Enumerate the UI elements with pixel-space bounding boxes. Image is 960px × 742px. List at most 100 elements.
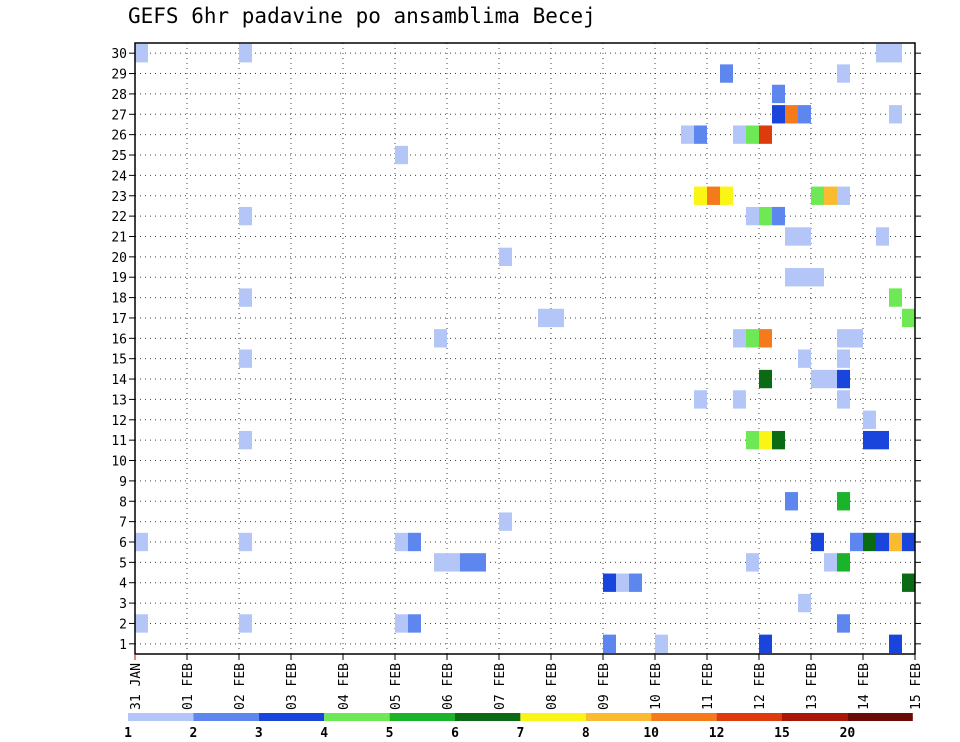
data-cell (837, 349, 850, 368)
x-tick-label: 01 FEB (181, 663, 196, 710)
data-cell (837, 553, 850, 572)
legend-label: 7 (516, 726, 524, 741)
data-cell (473, 553, 486, 572)
data-cell (239, 614, 252, 633)
legend-label: 2 (189, 726, 197, 741)
data-cell (824, 369, 837, 389)
y-tick-label: 12 (111, 414, 127, 429)
legend-swatch (847, 713, 913, 721)
data-cell (798, 105, 811, 124)
data-cell (239, 44, 252, 63)
y-tick-label: 24 (111, 169, 127, 184)
data-cell (395, 532, 408, 552)
data-cell (889, 634, 902, 653)
y-tick-label: 18 (111, 292, 127, 307)
data-cell (876, 44, 889, 63)
data-cell (707, 186, 720, 205)
data-cell (837, 369, 850, 389)
data-cell (135, 44, 148, 63)
data-cell (499, 512, 512, 531)
x-tick-label: 15 FEB (909, 663, 924, 710)
data-cell (850, 329, 863, 348)
data-cell (759, 634, 772, 653)
y-tick-label: 9 (119, 475, 127, 490)
legend-swatch (782, 713, 848, 721)
data-cell (694, 125, 707, 144)
data-cell (408, 614, 421, 633)
data-cell (746, 329, 759, 348)
data-cell (863, 410, 876, 429)
chart-title: GEFS 6hr padavine po ansamblima Becej (128, 4, 596, 28)
y-tick-label: 5 (119, 556, 127, 571)
legend-label: 8 (582, 726, 590, 741)
data-cell (811, 186, 824, 205)
y-tick-label: 26 (111, 129, 127, 144)
data-cell (239, 349, 252, 368)
data-cell (434, 553, 447, 572)
data-cell (694, 186, 707, 205)
x-tick-label: 12 FEB (753, 663, 768, 710)
data-cell (239, 206, 252, 226)
legend-label: 15 (774, 726, 790, 741)
x-tick-label: 06 FEB (441, 663, 456, 710)
data-cell (746, 125, 759, 144)
data-cell (603, 573, 616, 592)
legend-label: 5 (386, 726, 394, 741)
y-tick-label: 16 (111, 332, 127, 347)
y-tick-label: 4 (119, 577, 127, 592)
x-tick-label: 09 FEB (597, 663, 612, 710)
data-cell (720, 186, 733, 205)
data-cell (902, 573, 915, 592)
data-cell (759, 369, 772, 389)
data-cell (538, 308, 551, 328)
data-cell (837, 614, 850, 633)
data-cell (681, 125, 694, 144)
legend-label: 20 (840, 726, 856, 741)
data-cell (239, 430, 252, 450)
x-tick-label: 02 FEB (233, 663, 248, 710)
data-cell (616, 573, 629, 592)
legend-swatch (716, 713, 782, 721)
data-cell (395, 145, 408, 165)
data-cell (434, 329, 447, 348)
x-tick-label: 13 FEB (805, 663, 820, 710)
legend-swatch (520, 713, 586, 721)
data-cell (759, 430, 772, 450)
data-cell (824, 553, 837, 572)
data-cell (772, 105, 785, 124)
y-tick-label: 10 (111, 455, 127, 470)
y-tick-label: 22 (111, 210, 127, 225)
data-cell (499, 247, 512, 267)
data-cell (889, 105, 902, 124)
data-cell (785, 268, 798, 287)
y-tick-label: 28 (111, 88, 127, 103)
data-cell (447, 553, 460, 572)
data-cell (824, 186, 837, 205)
data-cell (733, 329, 746, 348)
data-cell (772, 84, 785, 104)
y-tick-label: 17 (111, 312, 127, 327)
data-cell (655, 634, 668, 653)
data-cell (759, 125, 772, 144)
data-cell (733, 125, 746, 144)
data-cell (460, 553, 473, 572)
legend-label: 1 (124, 726, 132, 741)
data-cell (798, 268, 811, 287)
data-cell (837, 329, 850, 348)
data-cell (811, 268, 824, 287)
y-tick-label: 7 (119, 516, 127, 531)
data-cell (746, 430, 759, 450)
data-cell (759, 206, 772, 226)
data-cell (863, 430, 876, 450)
y-tick-label: 29 (111, 68, 127, 83)
y-tick-label: 25 (111, 149, 127, 164)
y-tick-label: 21 (111, 230, 127, 245)
data-cell (889, 44, 902, 63)
x-tick-label: 08 FEB (545, 663, 560, 710)
data-cell (785, 105, 798, 124)
data-cell (837, 390, 850, 409)
x-tick-label: 05 FEB (389, 663, 404, 710)
legend-swatch (455, 713, 521, 721)
y-tick-label: 27 (111, 108, 127, 123)
